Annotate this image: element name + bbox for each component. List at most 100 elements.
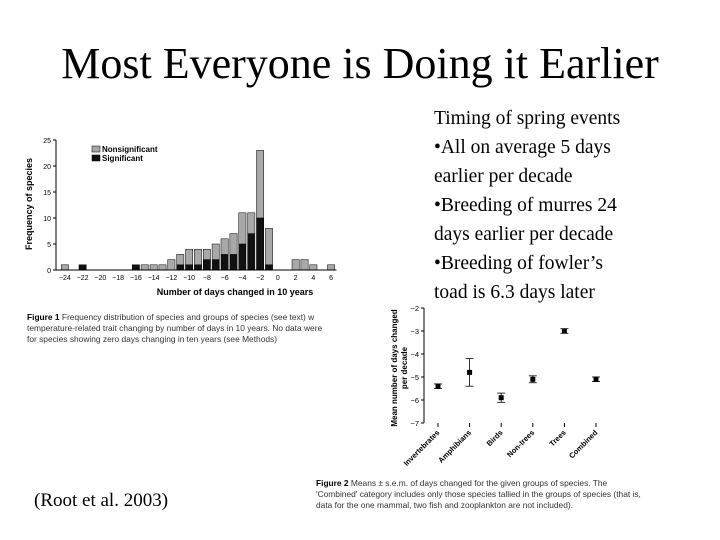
figure2-caption: Figure 2 Means ± s.e.m. of days changed … — [316, 478, 676, 511]
bullet-line: Timing of spring events — [434, 108, 621, 129]
x-tick-label: −6 — [221, 275, 229, 282]
legend-swatch-nonsignificant — [91, 145, 101, 153]
bar-nonsignificant — [327, 264, 336, 271]
mean-point — [498, 395, 504, 401]
mean-point — [561, 328, 567, 334]
bar-nonsignificant — [247, 212, 256, 234]
y-axis-title: Frequency of species — [24, 158, 34, 250]
bar-significant — [211, 259, 220, 271]
caption-line: Frequency distribution of species and gr… — [59, 312, 315, 322]
x-tick-label: −18 — [112, 275, 124, 282]
bullet-line: toad is 6.3 days later — [434, 282, 595, 303]
bar-significant — [220, 254, 229, 271]
bar-significant — [78, 264, 87, 271]
means-chart: Mean number of days changedper decade −2… — [390, 304, 600, 468]
bar-significant — [176, 264, 185, 271]
bullet-line: days earlier per decade — [434, 224, 614, 245]
chart-legend: Nonsignificant Significant — [91, 145, 158, 163]
caption-line: Means ± s.e.m. of days changed for the g… — [348, 478, 608, 488]
mean-point — [593, 376, 599, 382]
legend-label-significant: Significant — [102, 154, 143, 163]
x-tick-label: 6 — [329, 275, 333, 282]
bar-nonsignificant — [60, 264, 69, 271]
y-tick-label: −5 — [410, 373, 419, 382]
bar-nonsignificant — [309, 264, 318, 271]
bar-nonsignificant — [300, 259, 309, 271]
bar-significant — [202, 259, 211, 271]
x-tick-label: −20 — [94, 275, 106, 282]
category-label: Invertebrates — [402, 428, 442, 468]
y-tick-label: 20 — [43, 164, 51, 171]
y-tick-label: 15 — [43, 190, 51, 197]
figure2-caption-label: Figure 2 — [316, 478, 349, 488]
x-tick-label: −14 — [148, 275, 160, 282]
x-tick-label: −2 — [256, 275, 264, 282]
bullet-line: •Breeding of murres 24 — [434, 195, 617, 216]
citation: (Root et al. 2003) — [34, 490, 169, 511]
y-tick-label: 25 — [43, 138, 51, 145]
bar-significant — [185, 264, 194, 271]
category-label: Combined — [567, 428, 600, 461]
x-tick-label: −22 — [77, 275, 89, 282]
figure1-caption-label: Figure 1 — [27, 312, 60, 322]
bar-nonsignificant — [211, 243, 220, 260]
bar-significant — [131, 264, 140, 271]
y-axis-title-line1: Mean number of days changed — [390, 309, 399, 426]
slide-title: Most Everyone is Doing it Earlier — [61, 39, 659, 88]
mean-point — [530, 376, 536, 382]
x-tick-label: −4 — [238, 275, 246, 282]
category-label: Amphibians — [436, 428, 473, 465]
y-tick-label: −4 — [410, 350, 419, 359]
legend-label-nonsignificant: Nonsignificant — [102, 145, 158, 154]
caption-line: for species showing zero days changing i… — [27, 334, 277, 344]
caption-line: 'Combined' category includes only those … — [316, 489, 641, 499]
y-axis-title-line2: per decade — [400, 346, 409, 389]
bar-nonsignificant — [256, 150, 265, 219]
bar-significant — [238, 243, 247, 271]
bar-nonsignificant — [194, 248, 202, 266]
y-tick-label: −7 — [410, 419, 419, 428]
mean-point — [467, 369, 473, 375]
bar-nonsignificant — [291, 259, 300, 271]
bullet-line: •Breeding of fowler’s — [434, 253, 603, 274]
bar-nonsignificant — [229, 233, 238, 255]
bar-significant — [247, 233, 256, 271]
figure1-caption: Figure 1 Frequency distribution of speci… — [27, 312, 327, 345]
x-tick-label: 2 — [294, 275, 298, 282]
category-label: Birds — [485, 428, 505, 448]
category-label: Non-trees — [505, 428, 536, 459]
y-axis-title: Mean number of days changedper decade — [390, 309, 409, 426]
y-tick-label: 5 — [47, 242, 51, 249]
bar-nonsignificant — [149, 264, 158, 271]
x-tick-label: 0 — [276, 275, 280, 282]
bar-significant — [256, 217, 265, 271]
bar-nonsignificant — [158, 264, 167, 271]
bar-significant — [265, 264, 273, 271]
x-tick-label: −8 — [203, 275, 211, 282]
bar-nonsignificant — [238, 212, 247, 245]
x-tick-label: 4 — [311, 275, 315, 282]
x-axis-title: Number of days changed in 10 years — [157, 287, 314, 297]
y-tick-label: −2 — [410, 304, 419, 313]
bar-nonsignificant — [202, 248, 211, 260]
y-tick-label: 0 — [47, 268, 51, 275]
bar-significant — [194, 264, 202, 271]
x-tick-label: −12 — [165, 275, 177, 282]
legend-swatch-significant — [91, 154, 101, 162]
bar-nonsignificant — [140, 264, 149, 271]
category-label: Trees — [548, 428, 568, 448]
bar-nonsignificant — [220, 238, 229, 255]
bullet-list: Timing of spring events •All on average … — [434, 104, 714, 307]
y-tick-label: −3 — [410, 327, 419, 336]
bar-nonsignificant — [176, 254, 185, 266]
bar-nonsignificant — [265, 228, 273, 266]
bar-significant — [229, 254, 238, 271]
caption-line: data for the one mammal, two fish and zo… — [316, 500, 573, 510]
bullet-line: •All on average 5 days — [434, 137, 611, 158]
y-tick-label: −6 — [410, 396, 419, 405]
x-tick-label: −10 — [183, 275, 195, 282]
x-tick-label: −24 — [59, 275, 71, 282]
x-tick-label: −16 — [130, 275, 142, 282]
bar-nonsignificant — [185, 248, 194, 266]
